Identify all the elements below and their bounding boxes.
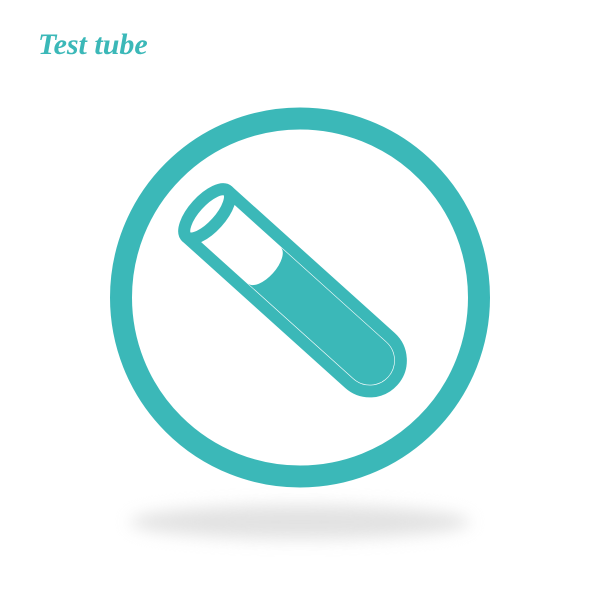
page-title: Test tube bbox=[38, 28, 148, 62]
drop-shadow bbox=[130, 505, 470, 539]
test-tube-icon bbox=[90, 88, 510, 513]
